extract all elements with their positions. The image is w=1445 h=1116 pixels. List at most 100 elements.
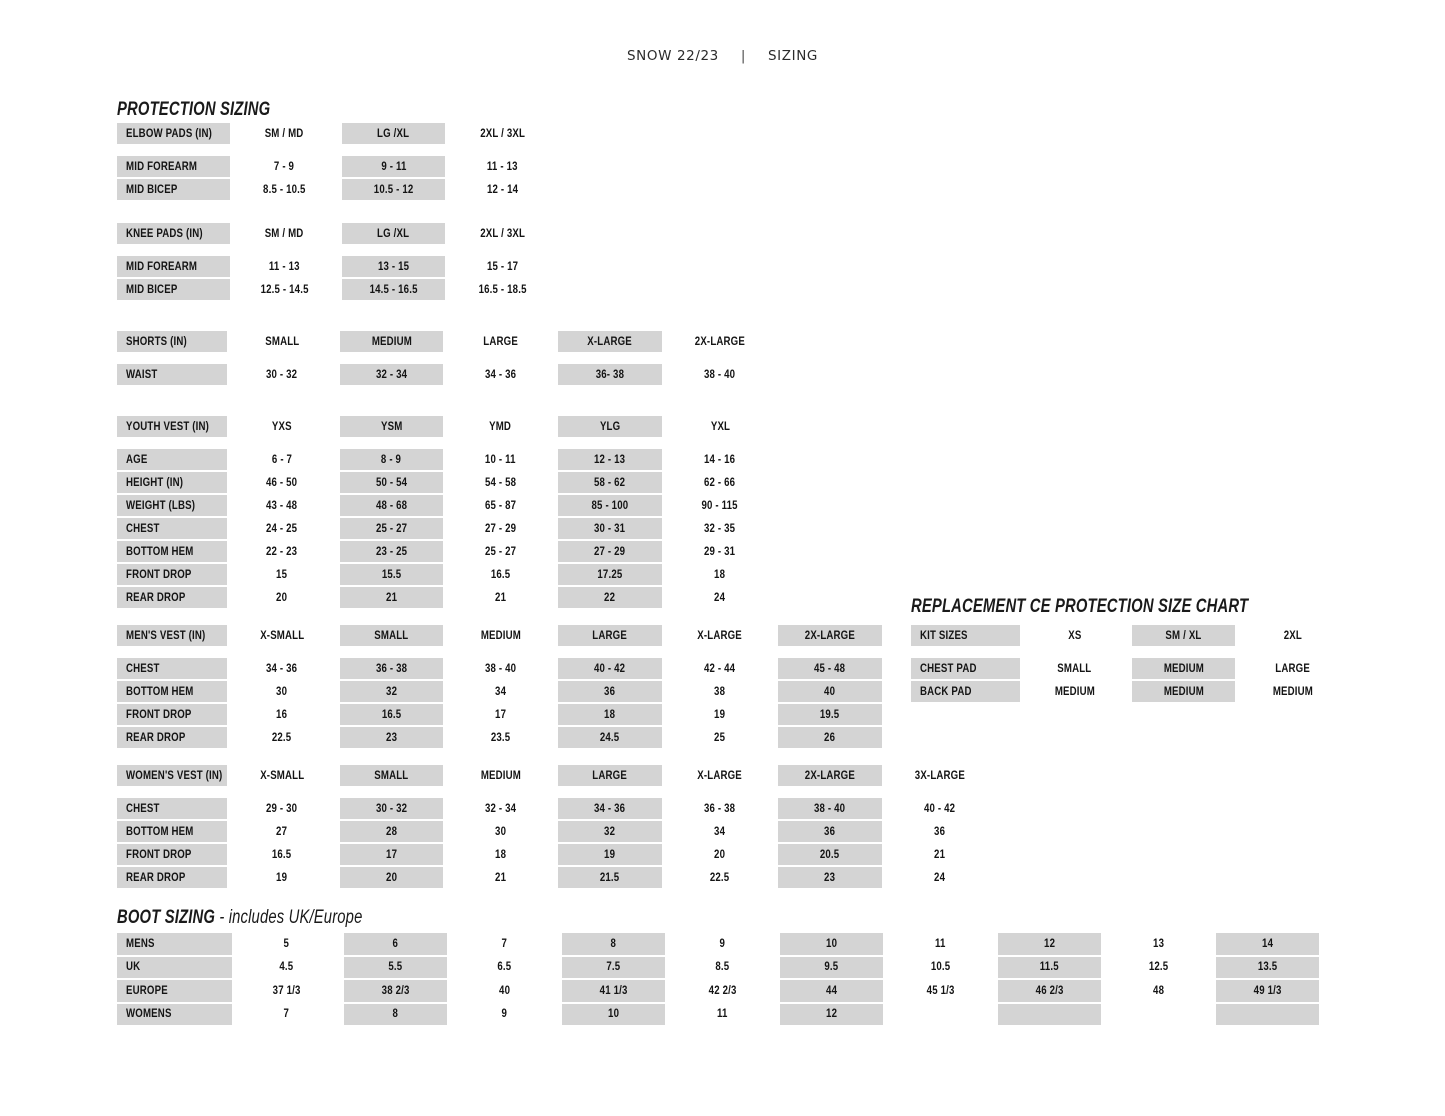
section-title-boot-sizing: BOOT SIZING - includes UK/Europe	[117, 907, 362, 929]
column-header-3: X-LARGE	[555, 331, 665, 355]
cell-r1-c9: 13.5	[1213, 954, 1322, 978]
cell-r3-c3: 21.5	[555, 865, 665, 888]
column-header-3-text: LARGE	[592, 769, 628, 782]
table-header-label: KNEE PADS (IN)	[117, 223, 230, 247]
cell-r1-c0: 8.5 - 10.5	[230, 177, 339, 200]
cell-r0-c0-text: 30 - 32	[266, 368, 298, 381]
cell-r0-c4: 9	[668, 933, 777, 955]
row-label-1: BACK PAD	[911, 679, 1020, 702]
cell-r0-c0-text: SMALL	[1057, 662, 1092, 675]
cell-r0-c1: 9 - 11	[339, 156, 448, 177]
cell-r3-c4: 11	[668, 1001, 777, 1025]
cell-r2-c1-text: 16.5	[381, 708, 402, 721]
cell-r2-c6: 21	[885, 842, 995, 865]
table-row: EUROPE 37 1/3 38 2/3 40 41 1/3 42 2/3 44 45 1/3…	[117, 978, 1322, 1002]
cell-r2-c1-text: 17	[385, 848, 398, 861]
cell-r2-c6-text: 45 1/3	[926, 984, 955, 997]
cell-r0-c0-text: 11 - 13	[269, 260, 300, 273]
row-label-0-text: CHEST	[126, 802, 160, 815]
cell-r3-c7	[995, 1001, 1104, 1025]
cell-r0-c3: 36- 38	[555, 364, 665, 385]
cell-r5-c3: 17.25	[555, 562, 665, 585]
cell-r2-c1-text: 38 2/3	[381, 984, 410, 997]
cell-r2-c9-text: 49 1/3	[1253, 984, 1282, 997]
row-label-1-text: HEIGHT (IN)	[126, 476, 184, 489]
cell-r0-c1-text: MEDIUM	[1163, 662, 1204, 675]
table-row: REAR DROP 22.5 23 23.5 24.5 25 26	[117, 725, 885, 748]
cell-r0-c4: 36 - 38	[665, 798, 775, 819]
cell-r3-c1-text: 25 - 27	[375, 522, 408, 535]
row-label-4-text: BOTTOM HEM	[126, 545, 194, 558]
table-header-label-text: KNEE PADS (IN)	[126, 227, 203, 240]
table-header-label-text: MEN'S VEST (IN)	[126, 629, 206, 642]
column-header-0-text: SM / MD	[265, 227, 304, 240]
cell-r0-c0-text: 5	[283, 937, 290, 950]
cell-r0-c1: 30 - 32	[337, 798, 446, 819]
cell-r0-c5-text: 38 - 40	[814, 802, 846, 815]
column-header-4-text: X-LARGE	[697, 769, 743, 782]
column-header-1: YSM	[337, 416, 446, 440]
column-header-2-text: 2XL	[1283, 629, 1302, 642]
cell-r5-c0: 15	[227, 562, 337, 585]
cell-r3-c4-text: 22.5	[710, 871, 730, 884]
column-header-1-text: MEDIUM	[371, 335, 412, 348]
cell-r3-c4: 22.5	[665, 865, 775, 888]
column-header-0: SM / MD	[230, 223, 339, 247]
table-header-label: WOMEN'S VEST (IN)	[117, 765, 227, 789]
column-header-0: X-SMALL	[227, 765, 337, 789]
row-label-2-text: FRONT DROP	[126, 848, 192, 861]
cell-r3-c4-text: 25	[714, 731, 726, 744]
cell-r0-c0: 30 - 32	[227, 364, 337, 385]
table-header-label-text: YOUTH VEST (IN)	[126, 420, 210, 433]
cell-r0-c8-text: 13	[1152, 937, 1165, 950]
cell-r1-c5-text: 9.5	[824, 961, 839, 974]
cell-r1-c5: 36	[775, 819, 885, 842]
row-label-3: REAR DROP	[117, 725, 227, 748]
cell-r6-c4-text: 24	[714, 591, 726, 604]
cell-r1-c0: 12.5 - 14.5	[230, 277, 339, 300]
cell-r1-c6: 10.5	[886, 954, 995, 978]
cell-r1-c0-text: 8.5 - 10.5	[263, 183, 306, 196]
column-header-0: XS	[1020, 625, 1129, 649]
table-knee-pads: KNEE PADS (IN) SM / MD LG /XL 2XL / 3XL MID …	[117, 223, 557, 300]
cell-r0-c4: 38 - 40	[665, 364, 775, 385]
cell-r0-c4-text: 14 - 16	[704, 453, 736, 466]
column-header-1-text: LG /XL	[377, 227, 410, 240]
cell-r2-c1: 17	[337, 842, 446, 865]
cell-r1-c3-text: 36	[604, 685, 616, 698]
cell-r0-c3-text: 12 - 13	[594, 453, 626, 466]
cell-r1-c1-text: 28	[385, 825, 398, 838]
column-header-0-text: SMALL	[264, 335, 300, 348]
table-header-label-text: ELBOW PADS (IN)	[126, 127, 213, 140]
cell-r4-c4: 29 - 31	[665, 539, 775, 562]
cell-r1-c0-text: MEDIUM	[1054, 685, 1095, 698]
cell-r1-c3-text: 7.5	[606, 961, 621, 974]
cell-r0-c5-text: 45 - 48	[814, 662, 846, 675]
cell-r2-c5-text: 20.5	[820, 848, 840, 861]
row-label-1: HEIGHT (IN)	[117, 470, 227, 493]
cell-r3-c6: 24	[885, 865, 995, 888]
cell-r1-c4: 62 - 66	[665, 470, 775, 493]
header-collection-label: SNOW 22/23	[627, 48, 719, 64]
cell-r2-c1: 38 2/3	[341, 978, 450, 1002]
table-row: CHEST 34 - 36 36 - 38 38 - 40 40 - 42 42 - 44…	[117, 658, 885, 679]
column-header-2-text: 2XL / 3XL	[480, 127, 525, 140]
column-header-4: 2X-LARGE	[665, 331, 775, 355]
cell-r1-c1-text: 14.5 - 16.5	[369, 283, 418, 296]
cell-r1-c1-text: 5.5	[388, 961, 403, 974]
table-header-row: WOMEN'S VEST (IN) X-SMALL SMALL MEDIUM LARGE…	[117, 765, 995, 789]
cell-r3-c2: 27 - 29	[446, 516, 555, 539]
cell-r3-c5-text: 23	[824, 871, 836, 884]
column-header-2: YMD	[446, 416, 555, 440]
cell-r0-c1-text: 30 - 32	[375, 802, 408, 815]
cell-r0-c6-text: 40 - 42	[924, 802, 956, 815]
cell-r3-c5: 23	[775, 865, 885, 888]
cell-r2-c5: 44	[777, 978, 886, 1002]
table-header-row: KIT SIZES XS SM / XL 2XL	[911, 625, 1347, 649]
row-label-0: CHEST	[117, 658, 227, 679]
cell-r0-c1: 8 - 9	[337, 449, 446, 470]
cell-r4-c2-text: 25 - 27	[484, 545, 517, 558]
cell-r1-c1: MEDIUM	[1129, 679, 1238, 702]
cell-r0-c2: 34 - 36	[446, 364, 555, 385]
row-label-4: BOTTOM HEM	[117, 539, 227, 562]
